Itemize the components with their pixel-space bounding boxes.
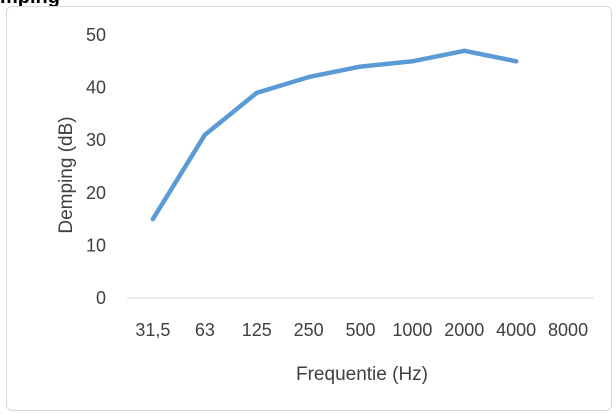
x-tick-label: 2000 [444, 320, 484, 340]
series-point [202, 132, 207, 137]
series-point [462, 48, 467, 53]
x-tick-label: 125 [242, 320, 272, 340]
series-point [150, 217, 155, 222]
x-tick-label: 4000 [496, 320, 536, 340]
series-point [410, 59, 415, 64]
y-tick-label: 40 [86, 78, 106, 98]
series-points [150, 48, 519, 222]
y-tick-label: 50 [86, 25, 106, 45]
y-axis-title: Demping (dB) [56, 116, 77, 233]
chart-title-fragment: mping [0, 0, 60, 9]
series-line [150, 48, 519, 222]
y-tick-label: 0 [96, 288, 106, 308]
x-tick-label: 63 [195, 320, 215, 340]
x-axis-title: Frequentie (Hz) [296, 364, 428, 385]
series-point [358, 64, 363, 69]
x-tick-label: 500 [345, 320, 375, 340]
x-tick-label: 250 [294, 320, 324, 340]
y-axis-ticks: 0 10 20 30 40 50 [86, 25, 106, 308]
y-tick-label: 30 [86, 130, 106, 150]
chart-frame [6, 6, 612, 411]
series-point [306, 75, 311, 80]
y-tick-label: 10 [86, 235, 106, 255]
x-tick-label: 1000 [392, 320, 432, 340]
series-point [514, 59, 519, 64]
y-tick-label: 20 [86, 183, 106, 203]
x-axis-ticks: 31,5 63 125 250 500 1000 2000 4000 8000 [135, 320, 588, 340]
x-tick-label: 8000 [548, 320, 588, 340]
series-point [254, 90, 259, 95]
x-tick-label: 31,5 [135, 320, 170, 340]
